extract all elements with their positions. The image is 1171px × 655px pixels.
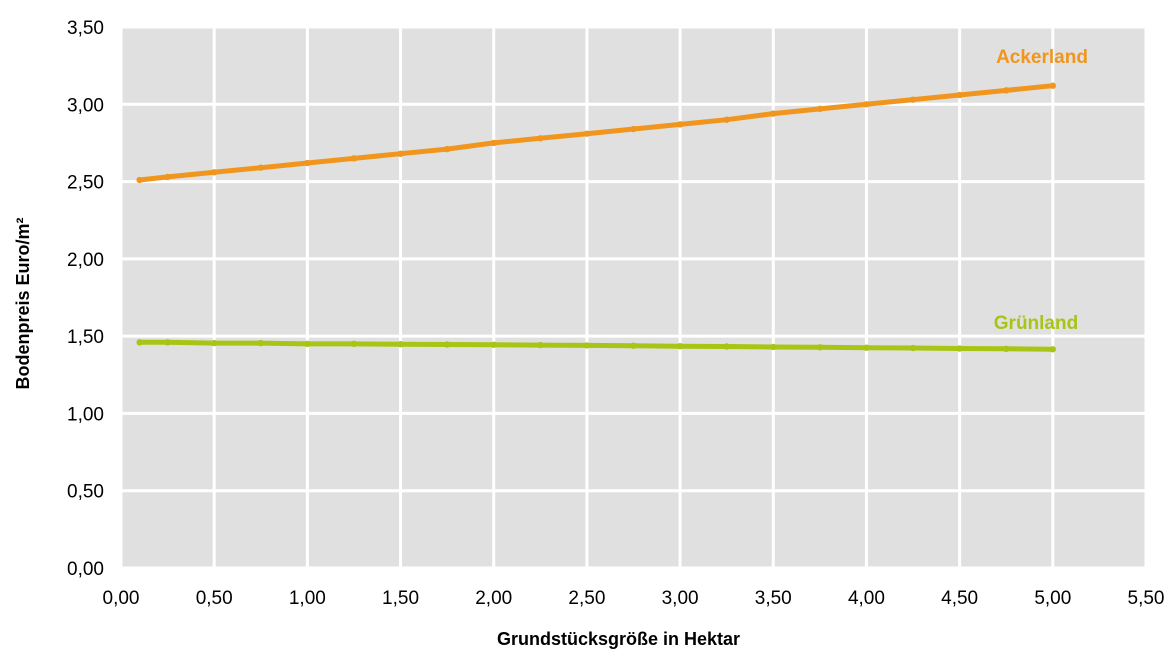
data-point (909, 96, 917, 103)
data-point (723, 343, 730, 350)
data-point (770, 110, 777, 117)
data-point (443, 341, 451, 348)
data-point (1003, 87, 1010, 94)
data-point (397, 340, 404, 348)
x-axis-title: Grundstücksgröße in Hektar (497, 629, 740, 649)
series-lines (136, 82, 1057, 353)
data-point (304, 340, 311, 348)
data-point (164, 173, 171, 181)
data-point (723, 116, 730, 123)
data-point (630, 125, 637, 133)
data-point (350, 155, 358, 162)
data-point (676, 342, 684, 350)
y-tick-label: 2,00 (67, 250, 104, 271)
y-tick-label: 1,50 (67, 327, 104, 348)
y-tick-label: 3,50 (67, 18, 104, 39)
y-tick-label: 0,50 (67, 482, 104, 503)
data-point (257, 164, 264, 171)
data-point (1003, 345, 1010, 353)
data-point (863, 101, 870, 108)
data-point (537, 341, 544, 349)
series-label: Grünland (994, 313, 1078, 334)
data-point (397, 150, 404, 157)
data-point (443, 145, 451, 153)
data-point (210, 169, 218, 176)
data-point (136, 176, 143, 184)
data-point (490, 341, 497, 348)
series-labels: Ackerland Grünland (994, 47, 1088, 334)
data-point (583, 342, 591, 349)
y-axis-ticks: 0,00 0,50 1,00 1,50 2,00 2,50 3,00 3,50 (67, 18, 104, 580)
x-tick-label: 2,00 (475, 588, 512, 609)
x-tick-label: 0,00 (103, 588, 140, 609)
x-tick-label: 3,50 (755, 588, 792, 609)
data-point (304, 159, 311, 167)
data-point (909, 344, 917, 352)
data-point (1049, 82, 1057, 89)
x-tick-label: 1,50 (382, 588, 419, 609)
x-tick-label: 4,00 (848, 588, 885, 609)
x-tick-label: 1,00 (289, 588, 326, 609)
data-point (164, 339, 171, 346)
data-point (490, 139, 497, 147)
gridlines (119, 25, 1148, 570)
y-tick-label: 2,50 (67, 173, 104, 194)
y-tick-label: 1,00 (67, 404, 104, 425)
x-tick-label: 3,00 (662, 588, 699, 609)
x-axis-ticks: 0,00 0,50 1,00 1,50 2,00 2,50 3,00 3,50 4,00 4,50… (103, 588, 1165, 609)
x-tick-label: 4,50 (941, 588, 978, 609)
y-tick-label: 0,00 (67, 559, 104, 580)
data-point (676, 121, 684, 128)
plot-area (121, 27, 1146, 568)
data-point (350, 340, 358, 348)
data-point (956, 91, 963, 99)
data-point (537, 135, 544, 142)
data-point (1049, 346, 1057, 353)
data-point (136, 339, 143, 346)
data-point (956, 345, 963, 352)
data-point (257, 339, 264, 347)
y-tick-label: 3,00 (67, 95, 104, 116)
data-point (816, 344, 824, 351)
data-point (583, 130, 591, 137)
x-tick-label: 5,00 (1034, 588, 1071, 609)
x-tick-label: 2,50 (568, 588, 605, 609)
data-point (630, 342, 637, 349)
x-tick-label: 0,50 (196, 588, 233, 609)
data-point (770, 343, 777, 351)
data-point (816, 105, 824, 113)
data-point (210, 339, 218, 347)
data-point (863, 344, 870, 351)
x-tick-label: 5,50 (1128, 588, 1165, 609)
series-label: Ackerland (996, 47, 1088, 68)
y-axis-title: Bodenpreis Euro/m² (13, 217, 33, 389)
